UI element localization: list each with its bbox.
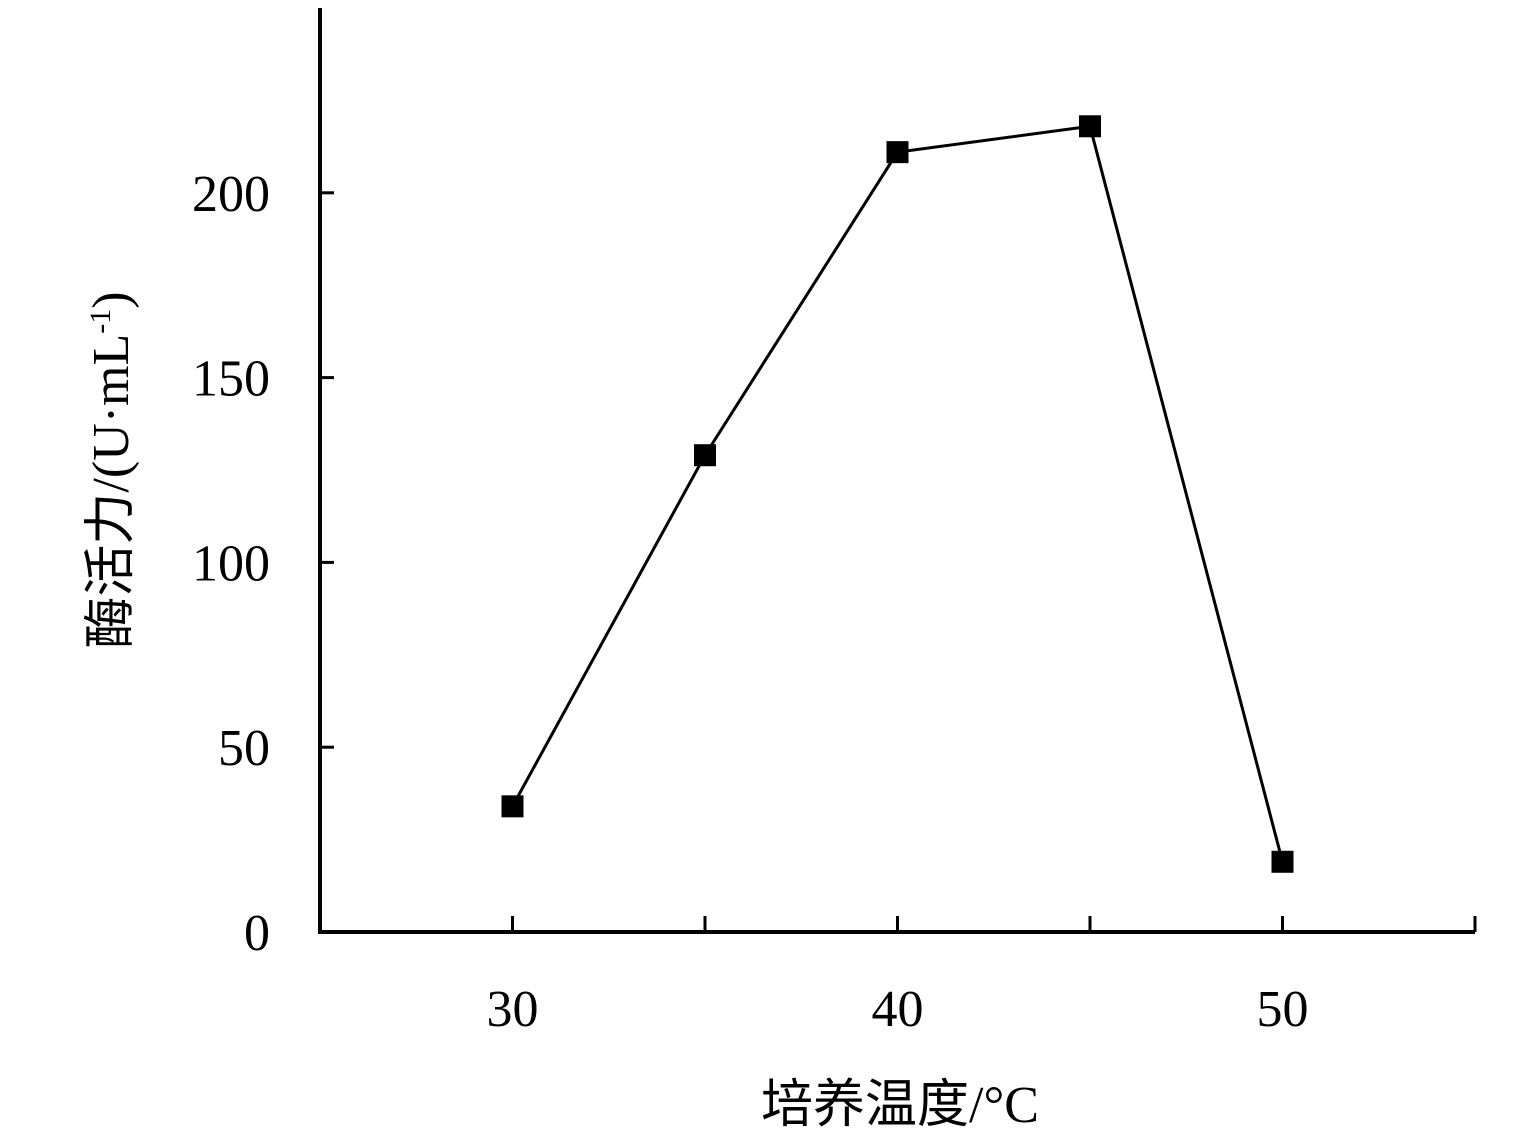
point-marker <box>1271 850 1294 873</box>
x-tick-label: 40 <box>872 981 924 1038</box>
y-tick-label: 200 <box>192 166 270 223</box>
point-marker <box>886 141 909 164</box>
y-axis-label-sup: -1 <box>84 309 117 334</box>
y-tick-label: 100 <box>192 535 270 592</box>
point-marker <box>694 444 716 467</box>
y-tick-label: 150 <box>192 351 270 408</box>
x-axis-label: 培养温度/°C <box>761 1077 1039 1134</box>
y-axis-label-close: ) <box>83 291 140 308</box>
y-axis-label-text: 酶活力/(U·mL <box>83 334 140 649</box>
x-tick-label: 30 <box>487 981 539 1038</box>
point-marker <box>501 795 524 818</box>
y-tick-label: 50 <box>218 720 270 777</box>
y-tick-label: 0 <box>244 905 270 962</box>
point-marker <box>1079 115 1101 138</box>
x-tick-label: 50 <box>1257 981 1309 1038</box>
series-line <box>511 124 1284 863</box>
y-axis-label: 酶活力/(U·mL-1) <box>83 291 140 648</box>
